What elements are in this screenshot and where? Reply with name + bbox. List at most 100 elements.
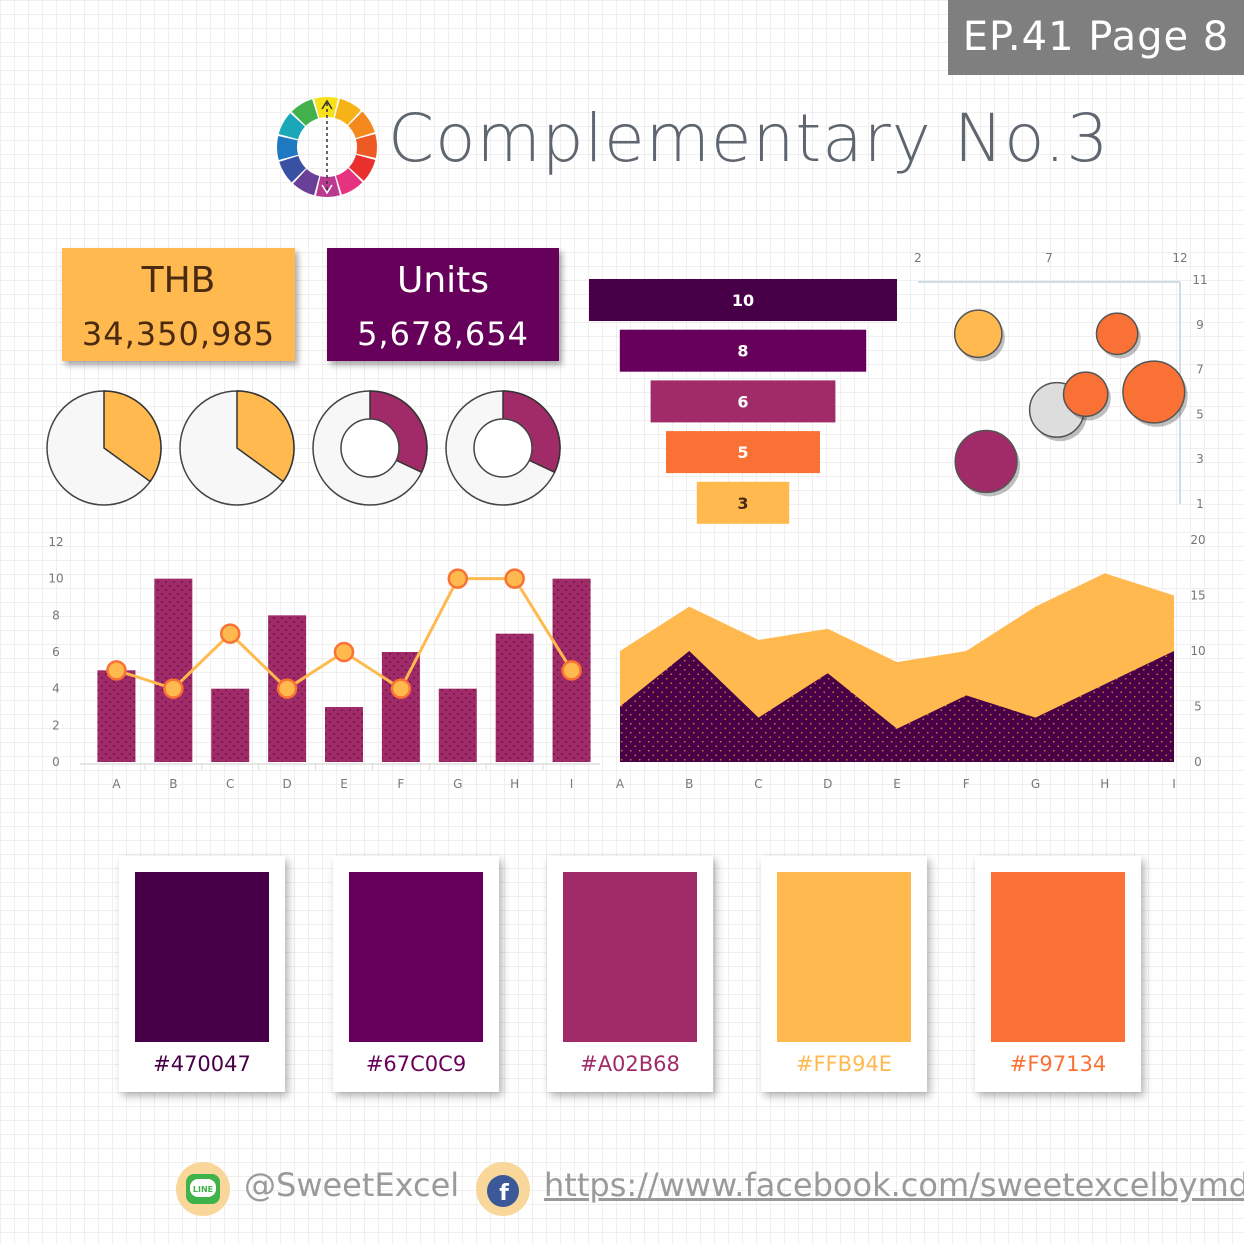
combo-line-point-E	[333, 641, 355, 663]
donut-hole-4	[473, 418, 533, 478]
wheel-segment	[278, 113, 305, 140]
swatch-hex-4: #FFB94E	[795, 1052, 893, 1076]
bubble-x-tick-2: 12	[1172, 251, 1187, 265]
combo-x-label-G: G	[453, 777, 462, 791]
wheel-segment	[277, 136, 299, 160]
swatch-hex-1: #470047	[153, 1052, 251, 1076]
combo-x-label-A: A	[112, 777, 121, 791]
wheel-segment	[335, 168, 363, 195]
combo-x-label-E: E	[340, 777, 348, 791]
kpi-label-thb: THB	[141, 260, 216, 301]
page-title: Complementary No.3	[388, 100, 1110, 177]
wheel-segment	[316, 175, 340, 197]
funnel-bar-5	[696, 481, 790, 524]
funnel-label-2: 8	[737, 342, 748, 361]
combo-y-tick-3: 6	[52, 645, 60, 659]
bubble-6	[954, 429, 1018, 494]
swatch-hex-5: #F97134	[1009, 1052, 1107, 1076]
area-x-label-D: D	[823, 777, 832, 791]
facebook-url-link[interactable]: https://www.facebook.com/sweetexcelbymd/	[544, 1166, 1244, 1204]
kpi-value-units: 5,678,654	[357, 315, 529, 353]
bubble-y-tick-1: 3	[1196, 452, 1204, 466]
svg-text:LINE: LINE	[193, 1185, 213, 1194]
area-y-tick-4: 20	[1190, 533, 1205, 547]
wheel-segment	[314, 97, 338, 119]
pie-slice-1	[103, 390, 162, 483]
combo-line-point-D	[276, 678, 298, 699]
bubble-y-tick-0: 1	[1196, 497, 1204, 511]
swatch-color-2	[349, 872, 483, 1042]
funnel-bar-3	[650, 380, 836, 423]
area-series-1	[620, 573, 1174, 762]
bubble-x-tick-1: 7	[1045, 251, 1053, 265]
area-x-label-B: B	[685, 777, 693, 791]
bubble-y-tick-4: 9	[1196, 318, 1204, 332]
combo-y-tick-4: 8	[52, 608, 60, 622]
funnel-label-4: 5	[737, 443, 748, 462]
combo-y-tick-6: 12	[48, 535, 63, 549]
wheel-segment	[349, 154, 376, 181]
bubble-2	[1095, 312, 1139, 356]
bubble-4	[1062, 371, 1109, 418]
line-icon[interactable]: LINE	[176, 1162, 230, 1216]
area-x-label-A: A	[616, 777, 625, 791]
bubble-x-tick-0: 2	[914, 251, 922, 265]
wheel-segment	[291, 99, 319, 126]
line-handle[interactable]: @SweetExcel	[244, 1166, 460, 1204]
bubble-y-tick-3: 7	[1196, 363, 1204, 377]
combo-x-label-B: B	[169, 777, 177, 791]
area-x-label-F: F	[963, 777, 970, 791]
area-x-label-G: G	[1031, 777, 1040, 791]
episode-badge: EP.41 Page 8	[948, 0, 1244, 75]
combo-bar-H	[495, 633, 534, 762]
combo-line-point-I	[561, 660, 582, 681]
bubble-y-tick-5: 11	[1192, 273, 1207, 287]
wheel-segment	[279, 155, 306, 183]
area-y-tick-0: 0	[1194, 755, 1202, 769]
funnel-label-1: 10	[732, 291, 754, 310]
donut-hole-3	[340, 418, 400, 478]
swatch-color-3	[563, 872, 697, 1042]
area-x-label-I: I	[1172, 777, 1176, 791]
area-x-label-E: E	[893, 777, 901, 791]
swatch-card-1: #470047	[119, 856, 285, 1092]
kpi-card-units: Units 5,678,654	[327, 248, 559, 361]
kpi-label-units: Units	[396, 260, 490, 301]
combo-bar-A	[97, 670, 136, 762]
swatch-hex-2: #67C0C9	[365, 1052, 467, 1076]
combo-line-point-B	[163, 678, 184, 699]
combo-line-point-F	[390, 678, 412, 699]
funnel-label-5: 3	[737, 494, 748, 513]
bubble-5	[1122, 360, 1186, 424]
swatch-card-2: #67C0C9	[333, 856, 499, 1092]
svg-text:f: f	[499, 1181, 509, 1206]
wheel-arrow-top	[321, 99, 333, 110]
combo-x-label-H: H	[510, 777, 519, 791]
wheel-segment	[293, 169, 320, 196]
bubble-chart: 2 7 12 1 3 5 7 9 11	[914, 251, 1207, 511]
area-y-tick-1: 5	[1194, 700, 1202, 714]
swatch-card-3: #A02B68	[547, 856, 713, 1092]
combo-line-point-A	[106, 660, 127, 681]
kpi-value-thb: 34,350,985	[81, 315, 276, 353]
wheel-arrow-bottom	[321, 184, 333, 195]
combo-bar-B	[154, 578, 193, 762]
bubble-1	[953, 309, 1003, 359]
combo-bar-F	[381, 652, 420, 762]
swatch-card-5: #F97134	[975, 856, 1141, 1092]
combo-bar-G	[438, 688, 477, 762]
swatch-color-5	[991, 872, 1125, 1042]
funnel-bar-4	[666, 431, 820, 474]
swatch-hex-3: #A02B68	[580, 1052, 680, 1076]
facebook-icon[interactable]: f	[476, 1162, 530, 1216]
area-y-tick-2: 10	[1190, 644, 1205, 658]
bar-line-combo-chart: 0 2 4 6 8 10 12 A B C D E F G H I	[48, 535, 600, 791]
combo-y-tick-5: 10	[48, 572, 63, 586]
color-wheel-logo	[277, 97, 377, 197]
wheel-segment	[355, 134, 377, 158]
combo-y-tick-0: 0	[52, 755, 60, 769]
combo-x-label-F: F	[397, 777, 404, 791]
combo-x-label-I: I	[570, 777, 574, 791]
combo-y-tick-2: 4	[52, 682, 60, 696]
swatch-card-4: #FFB94E	[761, 856, 927, 1092]
